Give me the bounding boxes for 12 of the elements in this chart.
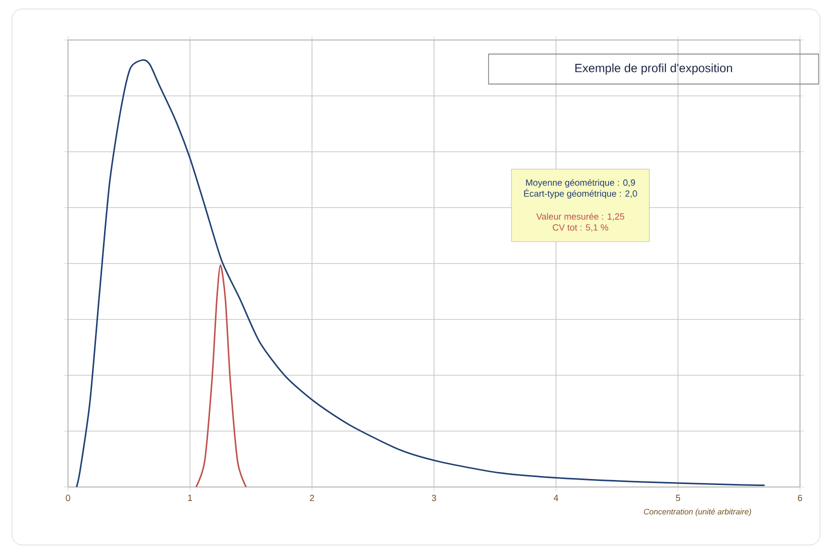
x-tick-label: 4	[554, 494, 558, 501]
x-tick-label: 5	[676, 494, 680, 502]
x-tick-label: 1	[188, 494, 192, 501]
x-tick-label: 0	[66, 494, 70, 502]
annotation: Écart-type géométrique : 2,0	[524, 188, 638, 199]
x-tick-label: 3	[432, 494, 436, 502]
annotation: Moyenne géométrique : 0,9	[526, 179, 635, 188]
x-tick-label: 6	[798, 494, 802, 502]
x-tick-label: 2	[310, 494, 314, 502]
annotation: CV tot : 5,1 %	[552, 224, 608, 232]
annotation: Valeur mesurée : 1,25	[536, 212, 624, 221]
chart-title: Exemple de profil d'exposition	[575, 63, 732, 75]
